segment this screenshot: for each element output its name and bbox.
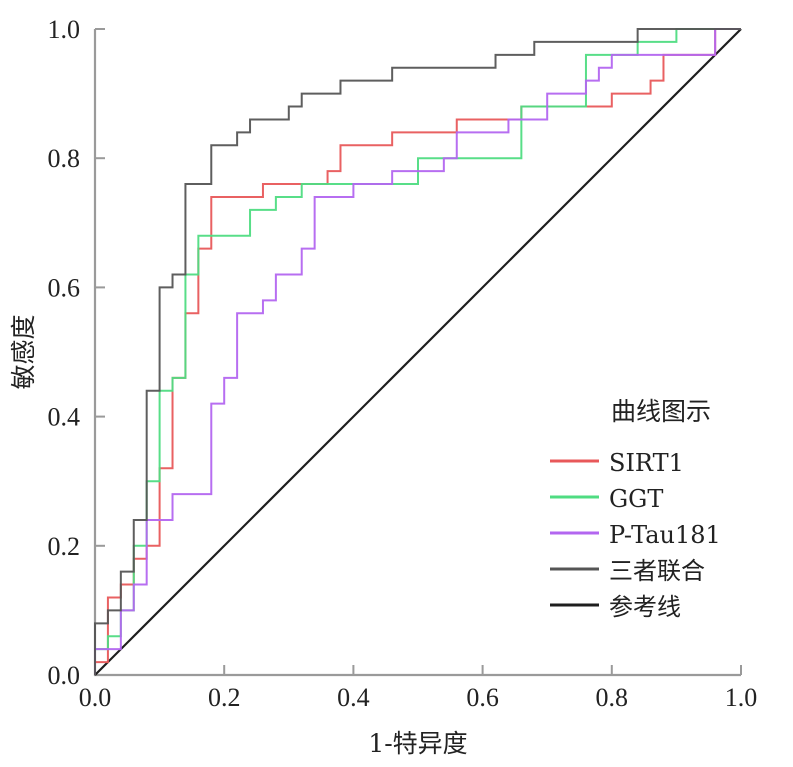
x-ticks: 0.0 0.2 0.4 0.6 0.8 1.0 xyxy=(79,665,758,712)
series-line-combined xyxy=(94,28,741,675)
y-tick-label: 0.8 xyxy=(48,144,81,173)
series-line-p-tau181 xyxy=(94,28,741,675)
legend-label: 参考线 xyxy=(609,593,681,621)
x-tick-label: 0.6 xyxy=(466,683,499,712)
legend-label: P-Tau181 xyxy=(609,521,721,549)
y-tick-label: 1.0 xyxy=(48,15,81,44)
x-tick-label: 0.0 xyxy=(79,683,112,712)
axes: 0.0 0.2 0.4 0.6 0.8 1.0 0.0 0.2 0.4 0.6 0.8 1.0 xyxy=(48,15,758,712)
x-axis-title: 1-特异度 xyxy=(368,729,467,758)
series-layer xyxy=(94,28,742,676)
legend-label: SIRT1 xyxy=(609,449,684,477)
y-ticks: 0.0 0.2 0.4 0.6 0.8 1.0 xyxy=(48,15,105,690)
legend-item: 参考线 xyxy=(550,593,681,621)
legend-title: 曲线图示 xyxy=(611,397,711,426)
x-tick-label: 0.2 xyxy=(208,683,241,712)
legend-item: GGT xyxy=(550,485,663,513)
y-tick-label: 0.6 xyxy=(48,273,81,302)
legend-label: GGT xyxy=(609,485,663,513)
y-tick-label: 0.2 xyxy=(48,532,81,561)
y-axis-title: 敏感度 xyxy=(9,314,38,389)
legend-item: 三者联合 xyxy=(550,557,705,585)
legend-item: P-Tau181 xyxy=(550,521,721,549)
y-tick-label: 0.4 xyxy=(48,403,81,432)
x-tick-label: 1.0 xyxy=(725,683,758,712)
x-tick-label: 0.4 xyxy=(337,683,370,712)
legend-item: SIRT1 xyxy=(550,449,684,477)
x-tick-label: 0.8 xyxy=(596,683,629,712)
legend-label: 三者联合 xyxy=(609,557,705,585)
y-tick-label: 0.0 xyxy=(48,661,81,690)
series-line-reference-line xyxy=(94,28,742,676)
